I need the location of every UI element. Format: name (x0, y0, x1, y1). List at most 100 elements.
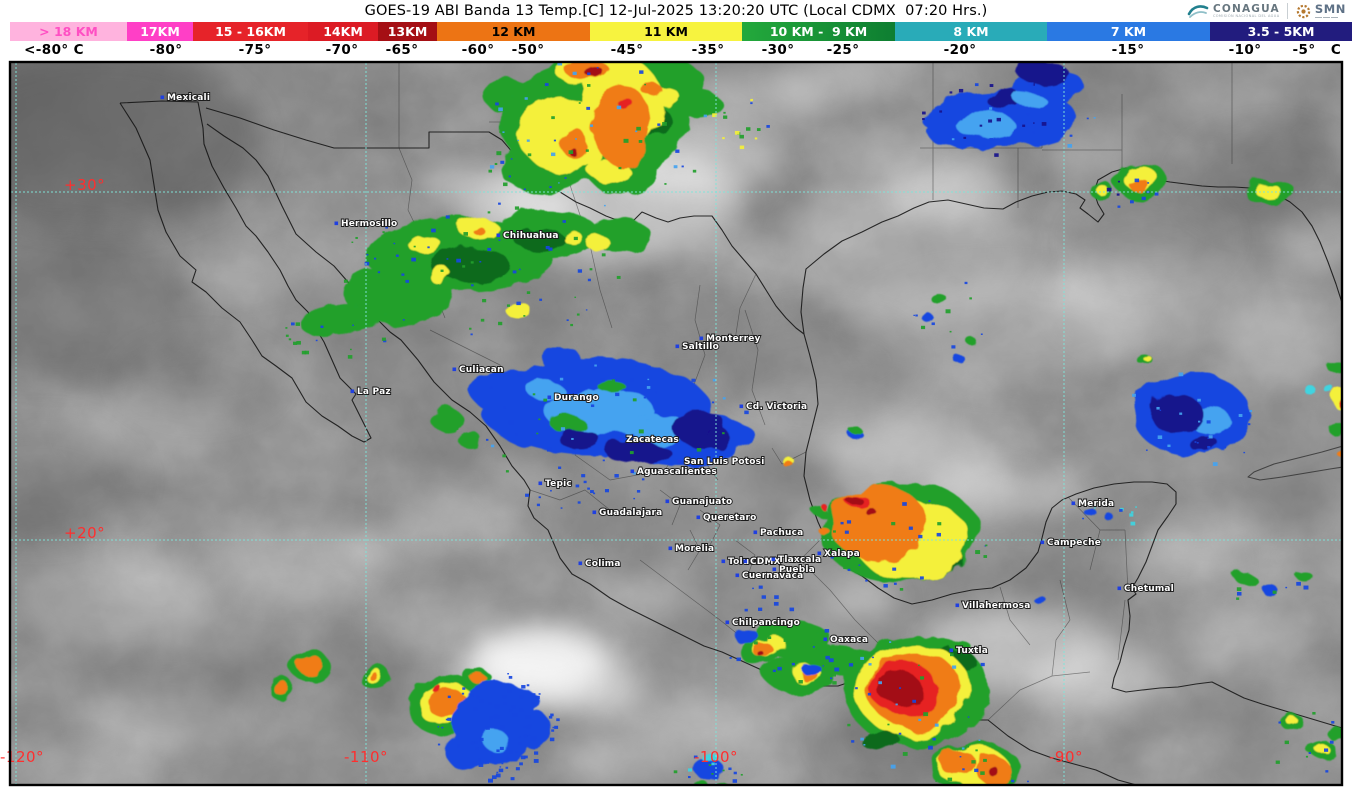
city-label: Colima (585, 559, 621, 569)
conagua-wave-icon (1187, 5, 1209, 18)
city-label: Tepic (545, 479, 572, 489)
city-label: Queretaro (703, 513, 757, 523)
scale-segment-8: 8 KM (895, 22, 1047, 41)
scale-segment-7: 10 KM - 9 KM (742, 22, 895, 41)
city-xalapa: Xalapa (817, 548, 861, 560)
city-dot (496, 233, 501, 238)
temp-label-14: -5° (1292, 42, 1316, 58)
city-cd-victoria: Cd. Victoria (739, 401, 808, 413)
city-label: Durango (554, 393, 599, 403)
temp-label-12: -15° (1111, 42, 1145, 58)
city-chihuahua: Chihuahua (496, 230, 559, 242)
agency-logos: CONAGUA COMISIÓN NACIONAL DEL AGUA SMN (1186, 1, 1346, 21)
city-hermosillo: Hermosillo (334, 218, 398, 230)
city-morelia: Morelia (668, 543, 715, 555)
city-dot (949, 648, 954, 653)
city-la-paz: La Paz (350, 386, 392, 398)
city-dot (739, 404, 744, 409)
coast-baja-california (119, 102, 372, 443)
temp-label-6: -50° (511, 42, 545, 58)
city-san-luis-potosi: San Luis Potosi (677, 456, 765, 468)
coord-label--110°: -110° (344, 748, 388, 766)
city-label: Culiacan (459, 365, 504, 375)
city-label: Villahermosa (962, 601, 1030, 611)
coord-label--90°: -90° (1049, 748, 1083, 766)
city-dot (955, 603, 960, 608)
smn-gear-icon (1296, 4, 1311, 18)
city-dot (578, 561, 583, 566)
city-label: Chihuahua (503, 231, 559, 241)
city-dot (452, 367, 457, 372)
temp-label-0: <-80° C (24, 42, 84, 58)
temp-label-15: C (1330, 42, 1342, 58)
city-label: La Paz (357, 387, 391, 397)
temp-label-8: -35° (691, 42, 725, 58)
city-puebla: Puebla (772, 564, 816, 576)
city-cdmx: CDMX (743, 556, 782, 568)
scale-segment-2: 15 - 16KM (193, 22, 308, 41)
city-label: Tlaxcala (778, 555, 821, 565)
scale-segment-3: 14KM (308, 22, 378, 41)
city-chetumal: Chetumal (1117, 583, 1175, 595)
city-campeche: Campeche (1040, 537, 1102, 549)
city-dot (630, 469, 635, 474)
city-label: Zacatecas (626, 435, 679, 445)
temp-label-1: -80° (149, 42, 183, 58)
temp-label-11: -20° (943, 42, 977, 58)
smn-sublabel (1314, 16, 1346, 19)
city-label: Merida (1078, 499, 1114, 509)
city-dot (735, 573, 740, 578)
city-zacatecas: Zacatecas (619, 434, 680, 446)
city-dot (668, 546, 673, 551)
altitude-scale-bar: > 18 KM 17KM 15 - 16KM 14KM 13KM 12 KM 11 KM 10… (10, 22, 1352, 41)
city-guadalajara: Guadalajara (592, 507, 663, 519)
temp-label-10: -25° (826, 42, 860, 58)
city-label: Guadalajara (599, 508, 662, 518)
satellite-map: +30° +20° -120° -110° -100° -90° Mexicali Herm… (0, 60, 1352, 791)
city-dot (699, 336, 704, 341)
city-label: Puebla (779, 565, 815, 575)
city-dot (817, 551, 822, 556)
city-dot (753, 530, 758, 535)
image-title: GOES-19 ABI Banda 13 Temp.[C] 12-Jul-202… (364, 3, 988, 19)
city-label: Cd. Victoria (746, 402, 807, 412)
smn-label: SMN (1314, 1, 1346, 16)
city-label: Campeche (1047, 538, 1101, 548)
city-labels: Mexicali Hermosillo Chihuahua Culiacan La Pa… (160, 92, 1175, 657)
city-label: Mexicali (167, 93, 210, 103)
city-label: Saltillo (682, 342, 719, 352)
city-chilpancingo: Chilpancingo (725, 617, 801, 629)
city-label: Guanajuato (672, 497, 732, 507)
city-villahermosa: Villahermosa (955, 600, 1031, 612)
city-dot (1117, 586, 1122, 591)
scale-segment-4: 13KM (378, 22, 437, 41)
coord-label--120°: -120° (0, 748, 44, 766)
city-dot (743, 559, 748, 564)
city-dot (592, 510, 597, 515)
temp-label-7: -45° (610, 42, 644, 58)
city-label: Cuernavaca (742, 571, 803, 581)
temp-label-2: -75° (238, 42, 272, 58)
city-label: Tuxtla (956, 646, 988, 656)
city-label: Oaxaca (830, 635, 868, 645)
city-dot (677, 459, 682, 464)
temp-label-4: -65° (385, 42, 419, 58)
scale-segment-9: 7 KM (1047, 22, 1210, 41)
city-dot (725, 620, 730, 625)
city-dot (350, 389, 355, 394)
temp-label-13: -10° (1228, 42, 1262, 58)
city-mexicali: Mexicali (160, 92, 211, 104)
city-dot (1040, 540, 1045, 545)
satellite-map-canvas: +30° +20° -120° -110° -100° -90° Mexicali Herm… (0, 60, 1344, 787)
scale-segment-5: 12 KM (437, 22, 590, 41)
scale-segment-10: 3.5 - 5KM (1210, 22, 1352, 41)
border-us-mexico (119, 100, 805, 335)
city-dot (334, 221, 339, 226)
city-label: Chilpancingo (732, 618, 800, 628)
logo-divider (1286, 3, 1288, 19)
temp-label-5: -60° (461, 42, 495, 58)
scale-segment-6: 11 KM (590, 22, 742, 41)
city-dot (547, 395, 552, 400)
city-dot (696, 515, 701, 520)
coord-label-+20°: +20° (64, 524, 105, 542)
